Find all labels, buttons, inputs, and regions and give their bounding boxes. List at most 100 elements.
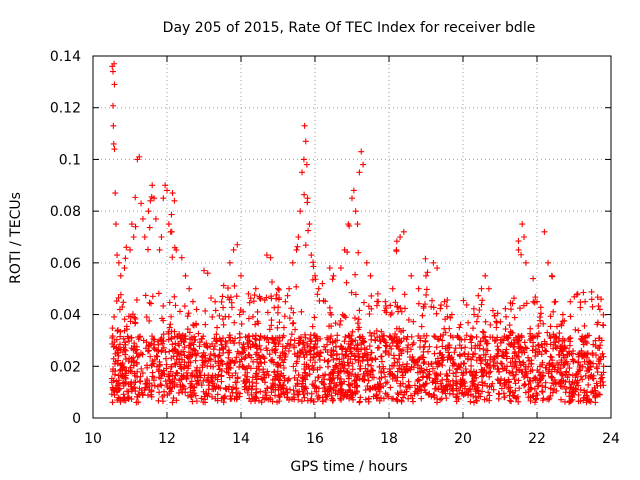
roti-point	[521, 374, 528, 381]
roti-point	[225, 369, 232, 376]
roti-point	[530, 393, 537, 400]
roti-point	[475, 387, 482, 394]
roti-point	[149, 358, 156, 365]
roti-point	[187, 342, 194, 349]
roti-point	[138, 387, 145, 394]
roti-point	[331, 379, 338, 386]
roti-point	[600, 353, 607, 360]
roti-point	[179, 335, 186, 342]
roti-point	[359, 357, 366, 364]
roti-point	[479, 328, 486, 335]
roti-point	[515, 353, 522, 360]
roti-point	[539, 388, 546, 395]
roti-point	[274, 371, 281, 378]
roti-point	[197, 374, 204, 381]
roti-point	[389, 362, 396, 369]
roti-point	[560, 361, 567, 368]
roti-point	[495, 346, 502, 353]
roti-point	[460, 297, 467, 304]
roti-point	[191, 373, 198, 380]
roti-point	[539, 388, 546, 395]
roti-point	[189, 352, 196, 359]
roti-point	[169, 254, 176, 261]
roti-point	[111, 81, 118, 88]
roti-point	[513, 369, 520, 376]
roti-point	[250, 298, 257, 305]
roti-point	[242, 366, 249, 373]
roti-point	[350, 396, 357, 403]
roti-point	[312, 272, 318, 279]
roti-point	[429, 297, 436, 304]
roti-point	[135, 352, 142, 359]
roti-point	[337, 368, 344, 375]
roti-point	[287, 336, 294, 343]
roti-point	[547, 353, 554, 360]
roti-point	[415, 285, 422, 292]
roti-point	[168, 335, 175, 342]
roti-point	[231, 340, 238, 347]
roti-point	[480, 329, 487, 336]
roti-point	[169, 341, 176, 348]
roti-point	[260, 369, 267, 376]
roti-point	[335, 369, 342, 376]
roti-point	[434, 363, 441, 370]
roti-point	[234, 241, 241, 248]
roti-point	[237, 306, 244, 313]
roti-point	[295, 234, 302, 240]
roti-point	[348, 289, 355, 296]
roti-point	[269, 279, 276, 286]
roti-point	[573, 386, 580, 393]
roti-point	[226, 349, 233, 356]
roti-point	[418, 323, 425, 330]
y-tick-label: 0.1	[59, 152, 81, 168]
roti-point	[121, 265, 128, 272]
roti-point	[514, 393, 521, 400]
roti-point	[133, 296, 140, 303]
roti-point	[125, 381, 132, 388]
roti-point	[473, 333, 480, 340]
roti-point	[241, 355, 248, 362]
roti-point	[149, 182, 156, 189]
roti-point	[293, 246, 300, 253]
roti-point	[316, 297, 323, 304]
roti-point	[598, 371, 605, 378]
roti-point	[173, 381, 180, 388]
roti-point	[268, 389, 275, 396]
roti-point	[499, 360, 506, 367]
roti-point	[269, 356, 276, 363]
roti-point	[468, 362, 475, 369]
roti-point	[360, 161, 367, 168]
roti-point	[374, 394, 381, 401]
roti-point	[131, 314, 138, 321]
roti-point	[276, 334, 283, 341]
roti-point	[510, 295, 517, 302]
roti-point	[483, 361, 490, 368]
roti-point	[146, 224, 153, 231]
roti-point	[254, 318, 261, 325]
roti-point	[556, 351, 563, 358]
roti-point	[599, 378, 606, 385]
roti-point	[334, 374, 341, 381]
roti-point	[200, 399, 207, 406]
roti-point	[567, 384, 574, 391]
roti-point	[461, 336, 468, 343]
roti-point	[495, 390, 502, 397]
y-tick-label: 0.12	[50, 101, 81, 117]
roti-point	[388, 336, 395, 343]
roti-point	[229, 357, 236, 364]
roti-point	[298, 308, 305, 315]
roti-point	[372, 337, 379, 344]
roti-point	[380, 395, 387, 402]
roti-point	[582, 298, 589, 305]
roti-point	[144, 348, 151, 355]
roti-point	[566, 393, 573, 400]
roti-point	[112, 190, 119, 197]
roti-point	[160, 302, 167, 309]
roti-point	[515, 377, 522, 384]
roti-point	[265, 339, 272, 346]
roti-point	[285, 347, 292, 354]
roti-point	[576, 350, 583, 357]
roti-point	[535, 341, 542, 348]
roti-point	[461, 351, 468, 358]
roti-point	[548, 374, 555, 381]
